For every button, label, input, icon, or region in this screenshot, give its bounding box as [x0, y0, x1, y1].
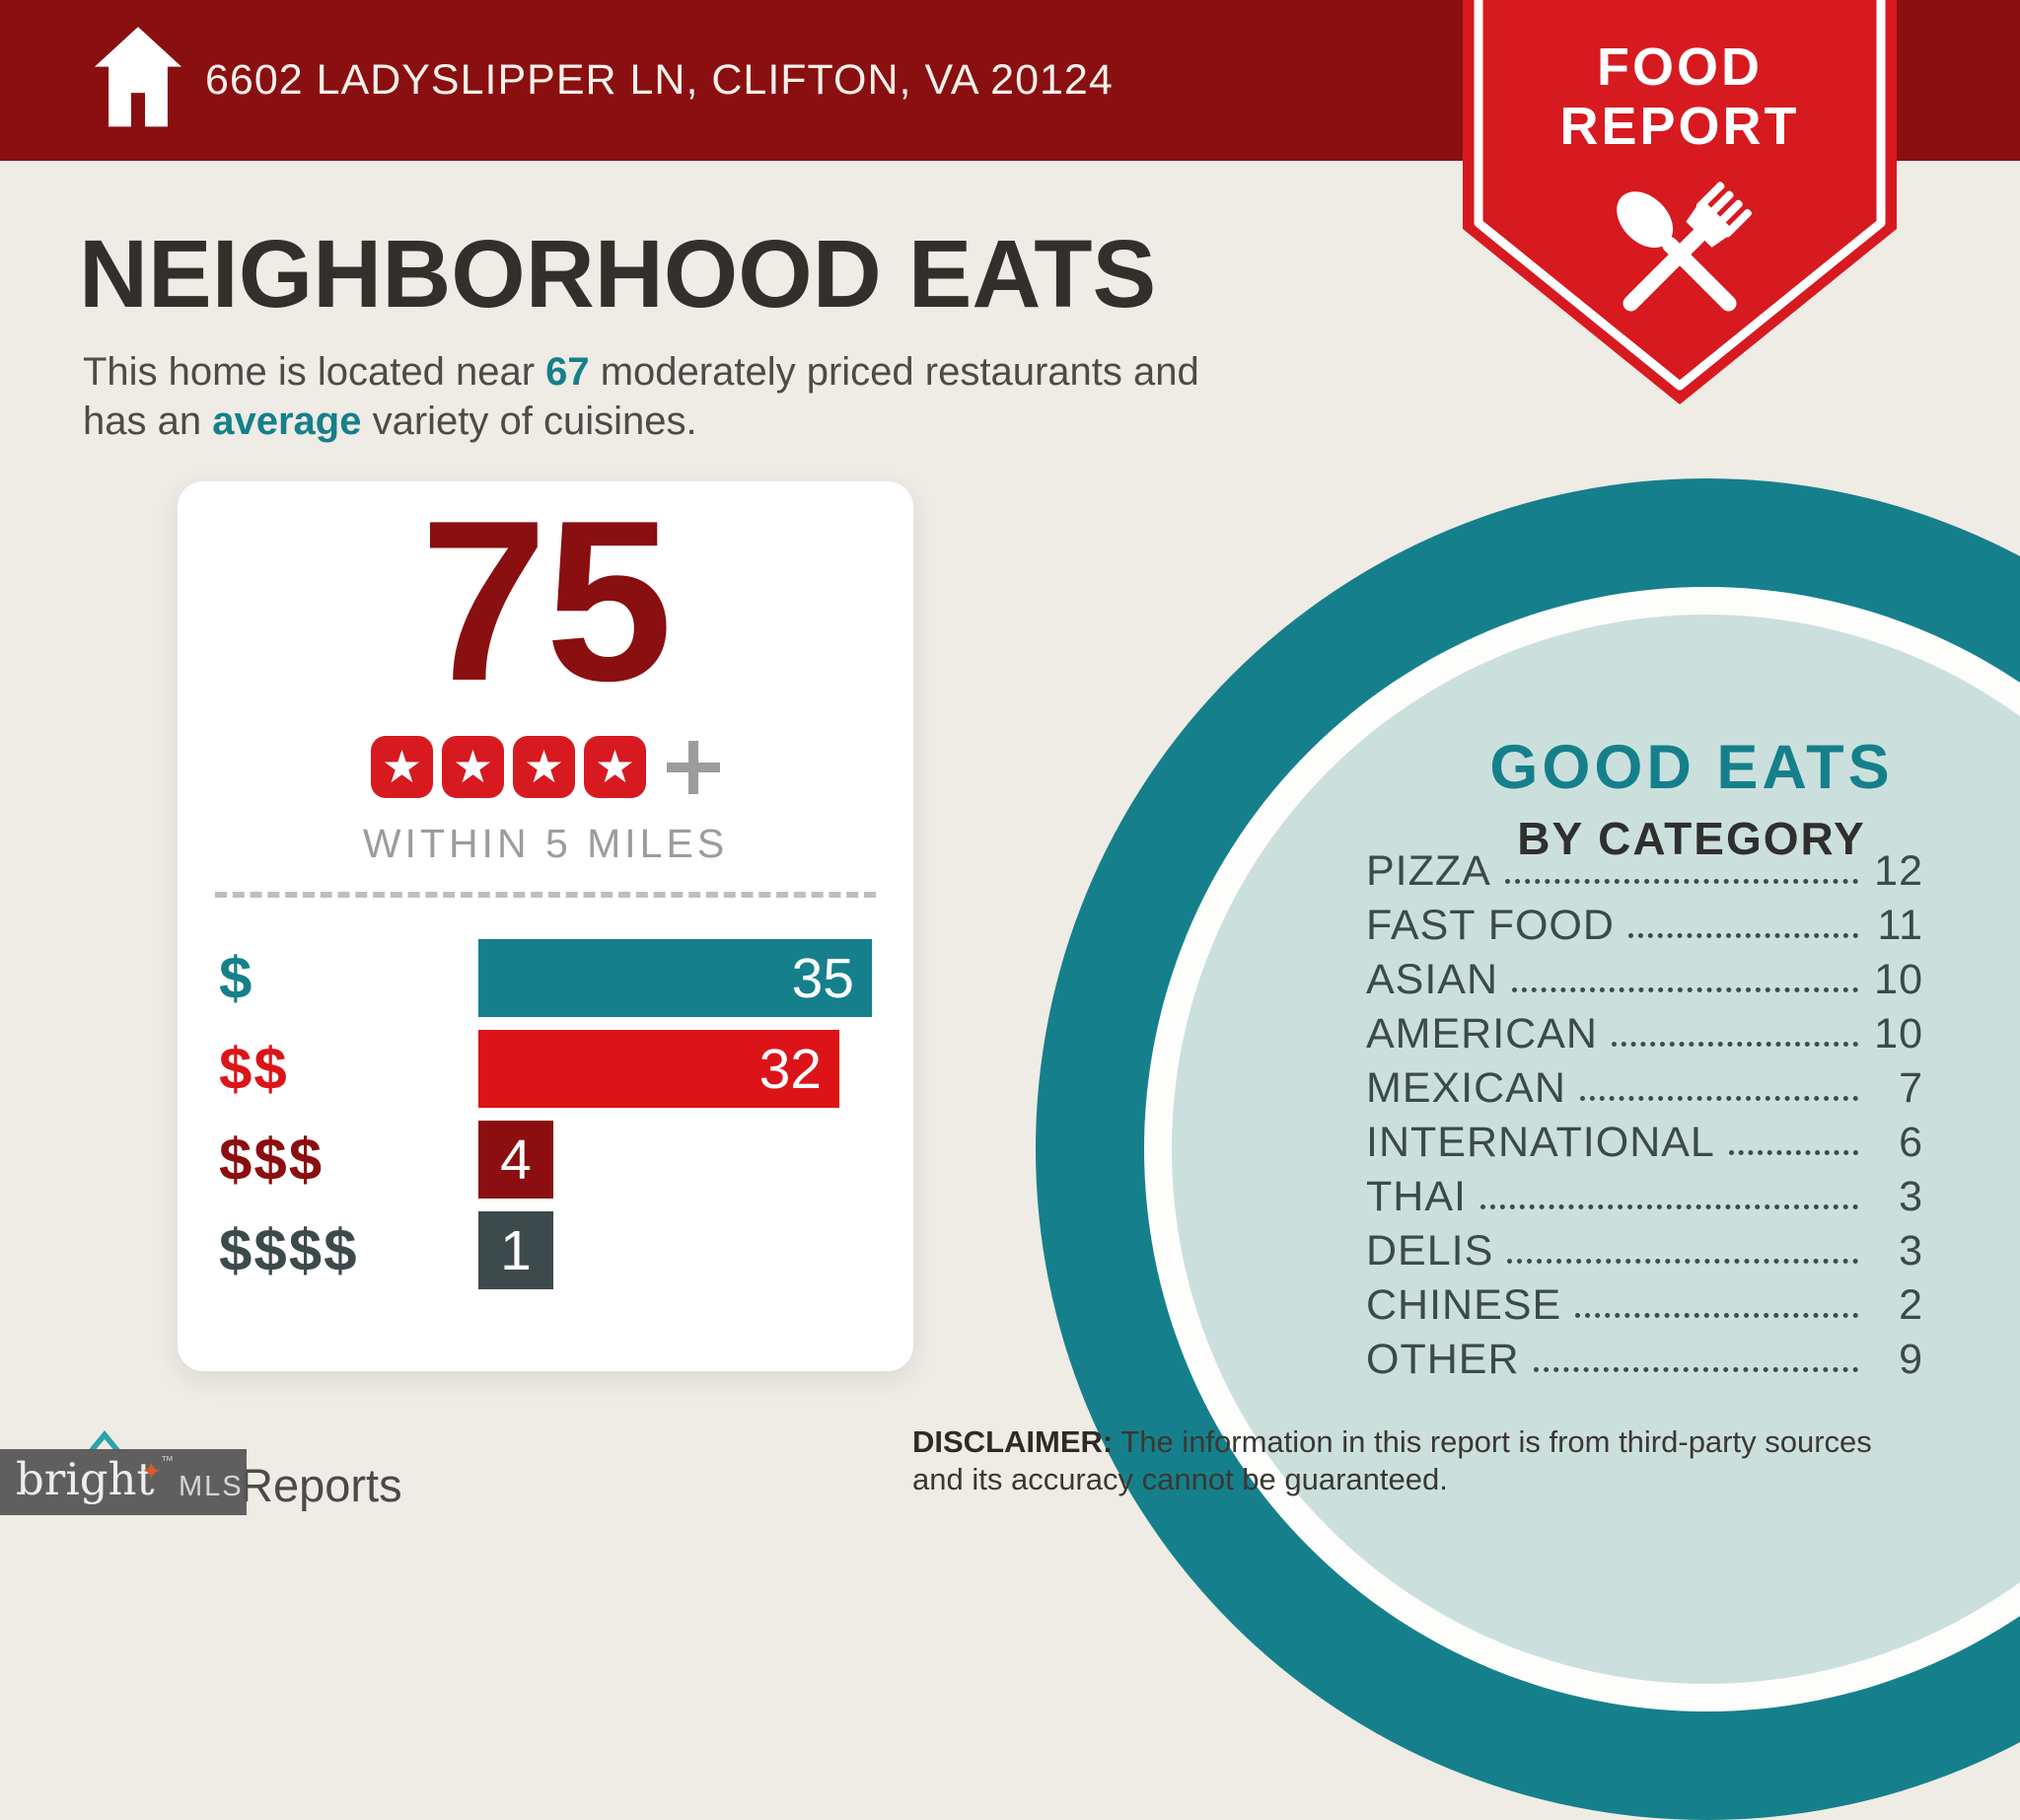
good-eats-circle-fill	[1172, 615, 2020, 1684]
bright-mls-watermark: bright ✦ ™ MLS	[0, 1449, 247, 1515]
category-count: 7	[1899, 1064, 1923, 1112]
category-count: 9	[1899, 1336, 1923, 1383]
subtitle-line2-post: variety of cuisines.	[361, 400, 697, 443]
category-row: INTERNATIONAL 6	[1366, 1119, 1923, 1166]
category-count: 10	[1874, 956, 1923, 1003]
price-tier-label: $	[219, 945, 254, 1011]
disclaimer: DISCLAIMER: The information in this repo…	[912, 1423, 1918, 1498]
trademark-symbol: ™	[161, 1453, 174, 1468]
category-label: MEXICAN	[1366, 1064, 1566, 1112]
star-icon: ★	[513, 736, 575, 798]
bar: 4	[478, 1121, 553, 1199]
spoon-fork-icon	[1617, 182, 1753, 312]
category-count: 11	[1877, 902, 1923, 949]
category-label: FAST FOOD	[1366, 902, 1615, 949]
bar: 32	[478, 1030, 839, 1108]
category-count: 2	[1899, 1281, 1923, 1329]
subtitle-line2-pre: has an	[83, 400, 213, 443]
dotted-leader	[1504, 879, 1858, 884]
dashed-divider	[215, 892, 876, 898]
home-icon	[95, 27, 181, 127]
restaurant-count: 67	[545, 350, 590, 394]
page-subtitle: This home is located near 67 moderately …	[83, 347, 1199, 446]
dotted-leader	[1575, 1313, 1858, 1318]
radius-caption: WITHIN 5 MILES	[362, 821, 729, 866]
category-row: MEXICAN 7	[1366, 1064, 1923, 1112]
good-eats-subtitle: BY CATEGORY	[1517, 813, 1866, 864]
star-icon: ★	[442, 736, 504, 798]
bar-row: $$ 32	[219, 1030, 872, 1108]
category-label: AMERICAN	[1366, 1010, 1598, 1057]
bar-row: $$$ 4	[219, 1121, 872, 1199]
dotted-leader	[1533, 1367, 1858, 1372]
category-count: 6	[1899, 1119, 1923, 1166]
subtitle-line1-pre: This home is located near	[83, 350, 546, 394]
star-icon: ★	[584, 736, 646, 798]
dotted-leader	[1479, 1204, 1858, 1209]
bar: 35	[477, 939, 872, 1017]
category-label: CHINESE	[1366, 1281, 1562, 1329]
score-card: 75 ★ ★ ★ ★ WITHIN 5 MILES $35 $$ 32 $$$ 4 $$$$ 1	[178, 481, 913, 1371]
category-count: 3	[1899, 1173, 1923, 1220]
category-label: OTHER	[1366, 1336, 1520, 1383]
category-row: ASIAN 10	[1366, 956, 1923, 1003]
category-row: THAI 3	[1366, 1173, 1923, 1220]
category-label: PIZZA	[1366, 847, 1491, 895]
category-label: DELIS	[1366, 1227, 1494, 1274]
price-tier-label: $$$	[219, 1127, 325, 1193]
star-icon: ★	[371, 736, 433, 798]
category-count: 12	[1874, 847, 1923, 895]
dotted-leader	[1611, 1042, 1858, 1047]
bar-row: $35	[219, 939, 872, 1017]
category-label: ASIAN	[1366, 956, 1499, 1003]
category-row: CHINESE 2	[1366, 1281, 1923, 1329]
price-tier-bar-chart: $35 $$ 32 $$$ 4 $$$$ 1	[219, 939, 872, 1302]
category-row: AMERICAN 10	[1366, 1010, 1923, 1057]
subtitle-line1-post: moderately priced restaurants and	[589, 350, 1199, 394]
price-tier-label: $$$$	[219, 1217, 359, 1283]
bar-row: $$$$ 1	[219, 1211, 872, 1289]
dotted-leader	[1507, 1259, 1858, 1264]
badge-line1: FOOD	[1597, 37, 1763, 97]
dotted-leader	[1579, 1096, 1858, 1101]
category-label: THAI	[1366, 1173, 1467, 1220]
star-rating: ★ ★ ★ ★	[178, 736, 913, 798]
mls-logo-text: MLS	[179, 1471, 244, 1502]
food-report-badge: FOOD REPORT	[1463, 0, 1897, 404]
good-eats-category-list: PIZZA 12 FAST FOOD 11 ASIAN 10 AMERICAN 10 MEXIC…	[1366, 850, 1923, 1393]
category-row: OTHER 9	[1366, 1336, 1923, 1383]
restaurant-score: 75	[419, 473, 673, 729]
dotted-leader	[1728, 1150, 1858, 1155]
good-eats-heading: GOOD EATS BY CATEGORY	[1376, 732, 2007, 865]
category-count: 3	[1899, 1227, 1923, 1274]
category-count: 10	[1874, 1010, 1923, 1057]
page-title: NEIGHBORHOOD EATS	[79, 220, 1157, 328]
property-address: 6602 LADYSLIPPER LN, CLIFTON, VA 20124	[205, 56, 1114, 104]
bright-logo-text: bright	[16, 1453, 155, 1505]
bar: 1	[478, 1211, 553, 1289]
roof-logo-icon	[87, 1430, 122, 1452]
variety-highlight: average	[212, 400, 362, 443]
bright-logo-star-icon: ✦	[141, 1458, 162, 1486]
reports-logo-text: Reports	[240, 1459, 402, 1511]
dotted-leader	[1512, 987, 1858, 992]
good-eats-title: GOOD EATS	[1489, 733, 1894, 802]
disclaimer-text: The information in this report is from t…	[912, 1424, 1872, 1496]
category-row: DELIS 3	[1366, 1227, 1923, 1274]
plus-icon	[667, 740, 720, 794]
category-row: FAST FOOD 11	[1366, 902, 1923, 949]
category-label: INTERNATIONAL	[1366, 1119, 1715, 1166]
badge-line2: REPORT	[1559, 97, 1799, 156]
disclaimer-label: DISCLAIMER:	[912, 1424, 1114, 1459]
dotted-leader	[1627, 933, 1858, 938]
badge-inner-border	[1474, 0, 1886, 391]
category-row: PIZZA 12	[1366, 847, 1923, 895]
price-tier-label: $$	[219, 1036, 289, 1102]
